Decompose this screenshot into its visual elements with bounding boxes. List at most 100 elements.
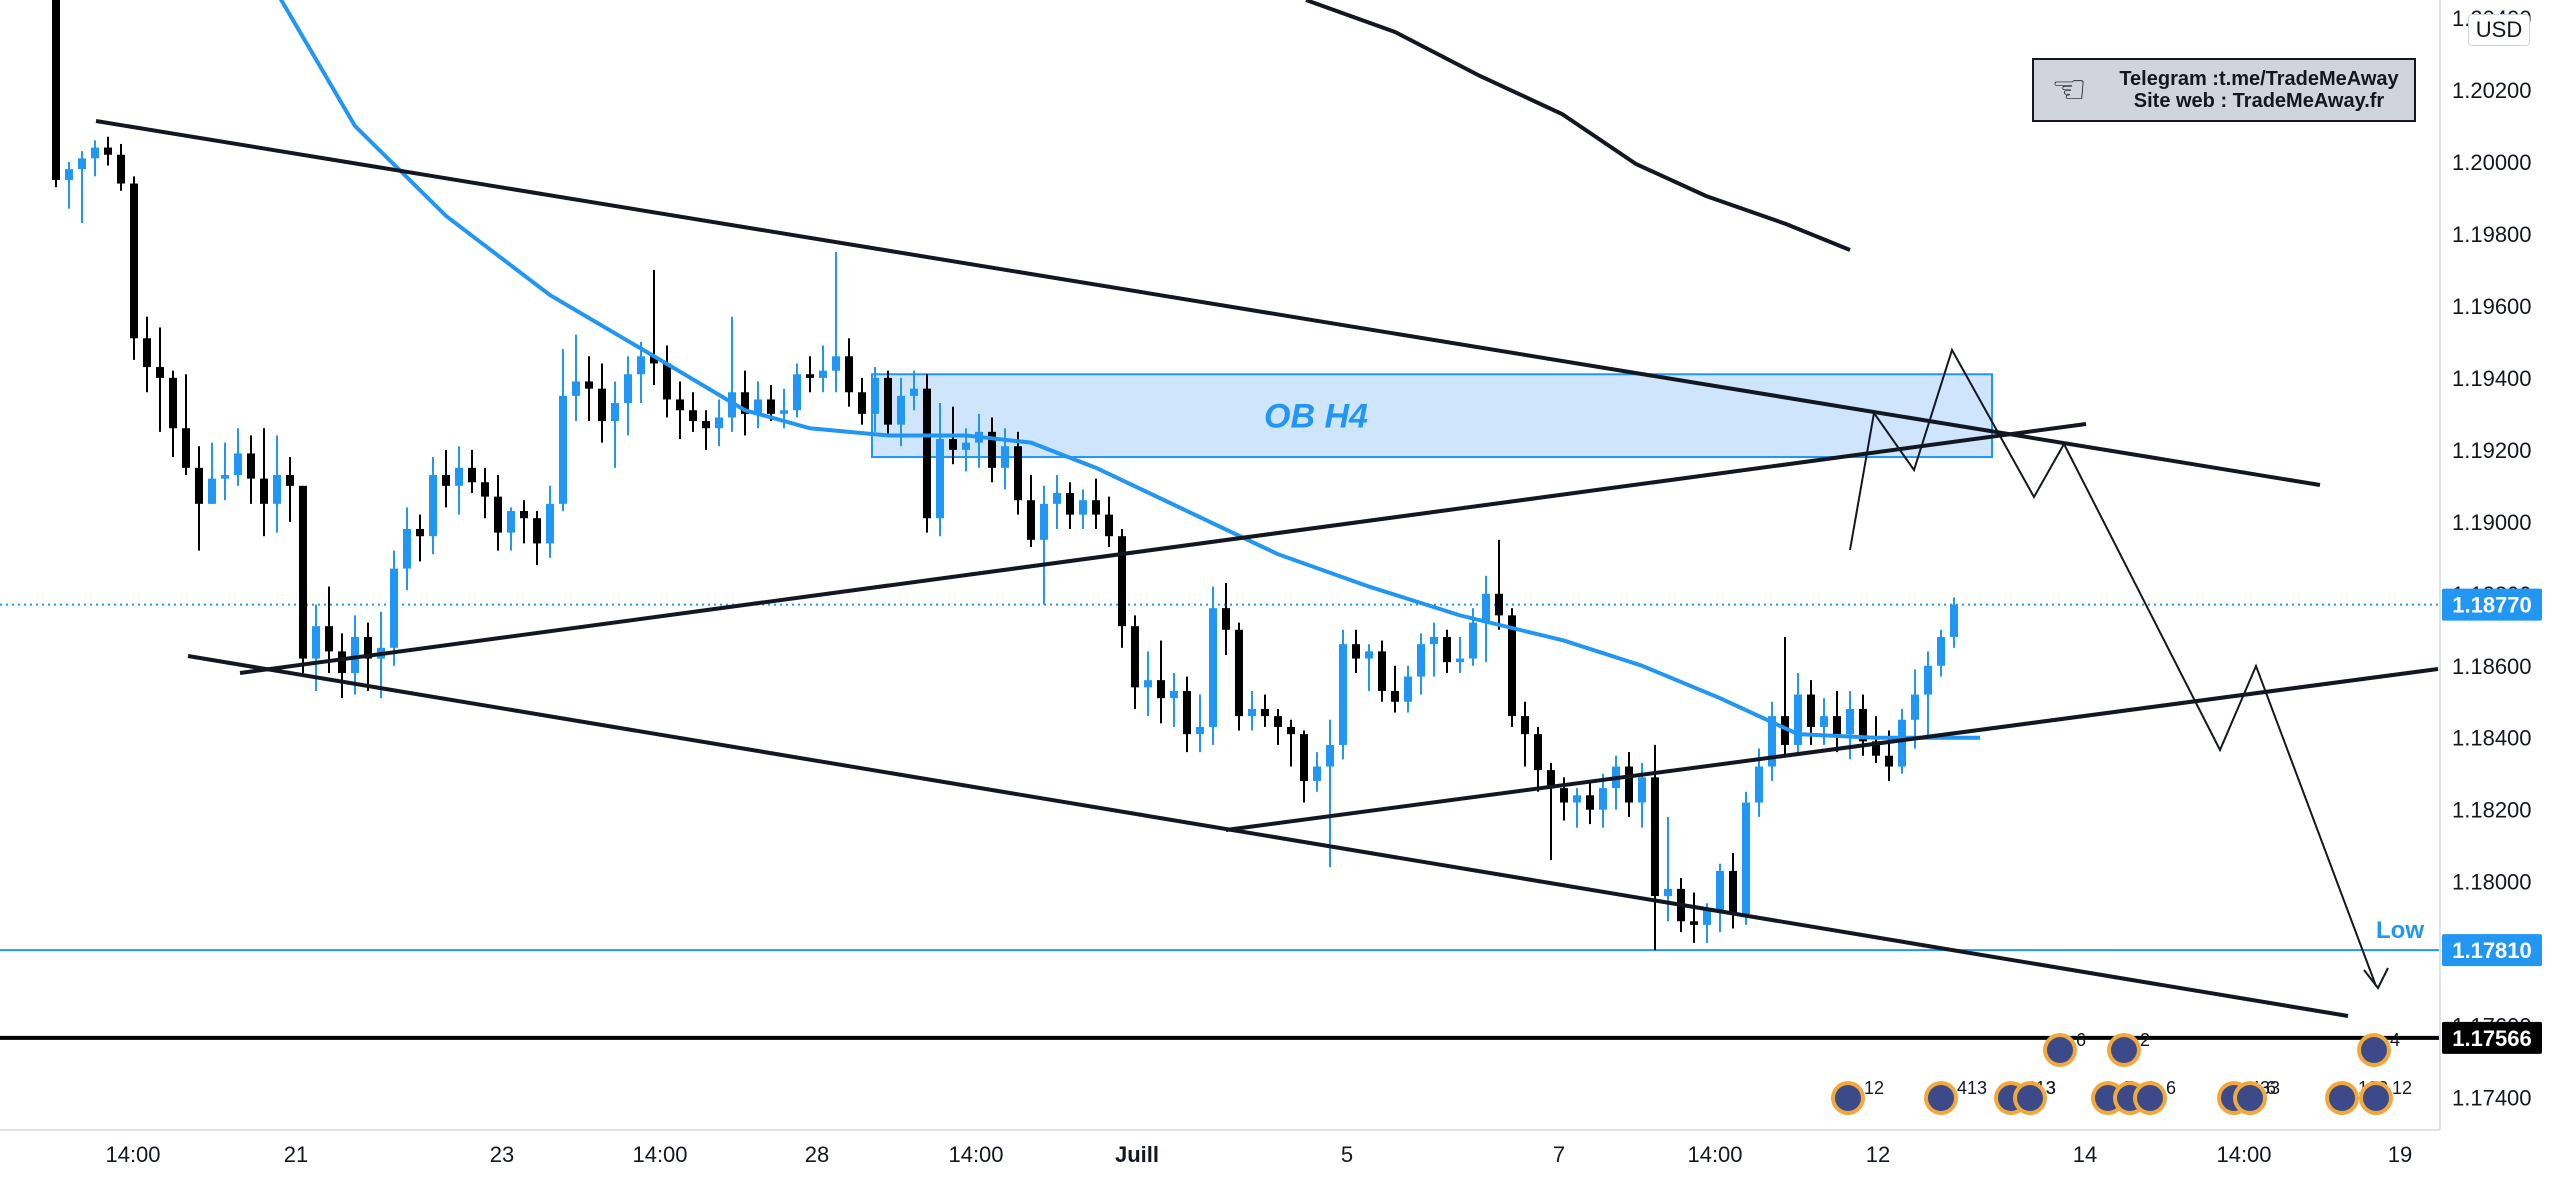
price-tick-label: 1.18400 bbox=[2452, 726, 2532, 751]
event-badge-count: 2 bbox=[2140, 1030, 2150, 1050]
candle-body bbox=[1456, 658, 1464, 663]
candle bbox=[988, 417, 996, 483]
candle bbox=[910, 370, 918, 411]
candle bbox=[1404, 665, 1412, 713]
event-badge[interactable]: 4 bbox=[2357, 1030, 2400, 1067]
event-badge[interactable]: 12 bbox=[2359, 1078, 2412, 1115]
low-price-tag-text: 1.17810 bbox=[2452, 938, 2532, 963]
telegram-text: Telegram :t.me/TradeMeAway bbox=[2119, 68, 2399, 90]
upper-channel-line[interactable] bbox=[95, 119, 2321, 487]
ob-h4-zone[interactable] bbox=[871, 373, 1993, 459]
candle bbox=[1339, 629, 1347, 760]
candle bbox=[754, 381, 762, 429]
event-badge[interactable]: 2 bbox=[2107, 1030, 2150, 1067]
candle-body bbox=[1586, 795, 1594, 810]
projection-arrow-head bbox=[2363, 967, 2389, 990]
info-box: ☜ Telegram :t.me/TradeMeAway Site web : … bbox=[2032, 58, 2416, 122]
candle bbox=[533, 511, 541, 565]
candle-body bbox=[1495, 593, 1503, 616]
candle-body bbox=[507, 511, 515, 533]
candle-body bbox=[1391, 690, 1399, 702]
candle-body bbox=[1118, 536, 1126, 627]
candle-body bbox=[1469, 622, 1477, 659]
lower-channel-line[interactable] bbox=[187, 654, 2349, 1018]
candle-body bbox=[741, 392, 749, 414]
candle bbox=[403, 507, 411, 591]
flag-icon bbox=[2237, 1085, 2263, 1111]
candle-body bbox=[689, 410, 697, 422]
price-tick-label: 1.20200 bbox=[2452, 78, 2532, 103]
time-axis[interactable]: 14:00 21 23 14:00 28 14:00 Juill 5 7 14:00 12 14 14:… bbox=[0, 1129, 2440, 1167]
event-badge[interactable]: 6 bbox=[2233, 1078, 2276, 1115]
time-tick-label: 5 bbox=[1341, 1142, 1353, 1167]
candle bbox=[1599, 773, 1607, 828]
candle-body bbox=[845, 356, 853, 393]
candle bbox=[923, 374, 931, 533]
candle bbox=[793, 363, 801, 418]
time-tick-label: Juill bbox=[1115, 1142, 1159, 1167]
candle-body bbox=[1703, 910, 1711, 925]
candle bbox=[884, 370, 892, 436]
candle bbox=[676, 381, 684, 440]
flag-icon bbox=[1928, 1085, 1954, 1111]
thumbs-up-icon: ☜ bbox=[2051, 68, 2087, 112]
time-tick-label: 19 bbox=[2388, 1142, 2412, 1167]
candle bbox=[1521, 701, 1529, 767]
candle bbox=[1326, 719, 1334, 868]
candle-body bbox=[1066, 493, 1074, 515]
candle-body bbox=[1833, 716, 1841, 735]
candle-body bbox=[1742, 802, 1750, 915]
event-badge[interactable]: 413 bbox=[1924, 1078, 1987, 1115]
candle bbox=[65, 161, 73, 209]
candle-body bbox=[806, 374, 814, 378]
event-badge[interactable]: 12 bbox=[1831, 1078, 1884, 1115]
candle bbox=[1547, 762, 1555, 861]
candle-body bbox=[1768, 716, 1776, 767]
candle-body bbox=[1352, 644, 1360, 659]
candle bbox=[143, 316, 151, 393]
ob-h4-label: OB H4 bbox=[1264, 398, 1368, 436]
candle bbox=[1391, 665, 1399, 713]
candle-body bbox=[819, 370, 827, 378]
candle bbox=[169, 370, 177, 458]
candle-body bbox=[429, 475, 437, 537]
candle-body bbox=[1859, 708, 1867, 742]
price-tick-label: 1.19600 bbox=[2452, 294, 2532, 319]
candle-body bbox=[299, 485, 307, 659]
candle-body bbox=[1053, 493, 1061, 504]
candle bbox=[182, 374, 190, 476]
candle bbox=[1495, 539, 1503, 630]
candle-body bbox=[182, 428, 190, 468]
projection-path-line[interactable] bbox=[1849, 347, 2377, 987]
candle bbox=[1092, 478, 1100, 530]
ascending-channel-top-line[interactable] bbox=[239, 422, 2087, 675]
candle-body bbox=[559, 395, 567, 504]
candle-body bbox=[702, 421, 710, 429]
candle-body bbox=[663, 363, 671, 400]
support-price-tag-text: 1.17566 bbox=[2452, 1026, 2532, 1051]
candle bbox=[1534, 726, 1542, 792]
candle-body bbox=[273, 475, 281, 504]
ascending-channel-bottom-line[interactable] bbox=[1225, 667, 2439, 832]
event-badges[interactable]: 124131133651624336412212 bbox=[1831, 1030, 2412, 1115]
candle-body bbox=[767, 399, 775, 414]
candle bbox=[858, 377, 866, 425]
event-badge[interactable]: 6 bbox=[2133, 1078, 2176, 1115]
candle bbox=[572, 334, 580, 422]
event-badge[interactable]: 3 bbox=[2013, 1078, 2056, 1115]
candle bbox=[104, 136, 112, 166]
event-badge[interactable]: 6 bbox=[2043, 1030, 2086, 1067]
candle bbox=[1105, 496, 1113, 548]
candle-body bbox=[1196, 726, 1204, 735]
order-block-zone-layer: OB H4 bbox=[871, 373, 1993, 459]
candle-body bbox=[338, 651, 346, 673]
candle bbox=[1118, 529, 1126, 648]
moving-average-line bbox=[278, 0, 1980, 740]
candle-body bbox=[1755, 766, 1763, 803]
time-tick-label: 14:00 bbox=[105, 1142, 160, 1167]
candle bbox=[702, 410, 710, 450]
candle bbox=[845, 338, 853, 407]
low-price-tag: 1.17810 bbox=[2442, 934, 2542, 967]
flag-icon bbox=[2361, 1037, 2387, 1063]
